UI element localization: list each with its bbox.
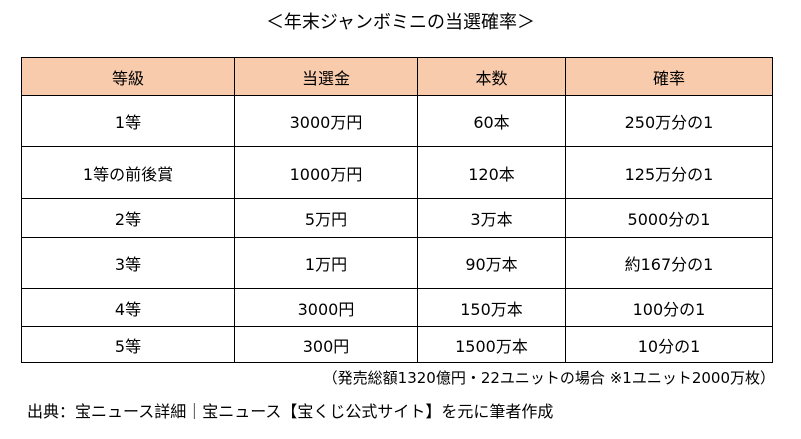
cell-probability: 5000分の1 <box>565 198 773 238</box>
cell-grade: 5等 <box>21 326 235 363</box>
header-prize: 当選金 <box>234 57 418 96</box>
cell-count: 60本 <box>417 95 566 147</box>
cell-prize: 1000万円 <box>234 146 418 199</box>
header-probability: 確率 <box>565 57 773 96</box>
cell-count: 90万本 <box>417 237 566 289</box>
cell-prize: 300円 <box>234 326 418 363</box>
table-row: 3等 1万円 90万本 約167分の1 <box>21 237 773 289</box>
cell-grade: 1等 <box>21 95 235 147</box>
cell-count: 3万本 <box>417 198 566 238</box>
table-row: 4等 3000円 150万本 100分の1 <box>21 288 773 327</box>
cell-prize: 3000万円 <box>234 95 418 147</box>
cell-prize: 5万円 <box>234 198 418 238</box>
footnote: （発売総額1320億円・22ユニットの場合 ※1ユニット2000万枚） <box>322 369 775 387</box>
cell-probability: 100分の1 <box>565 288 773 327</box>
page-title: ＜年末ジャンボミニの当選確率＞ <box>265 12 536 33</box>
table-row: 1等の前後賞 1000万円 120本 125万分の1 <box>21 146 773 199</box>
cell-probability: 250万分の1 <box>565 95 773 147</box>
table-row: 5等 300円 1500万本 10分の1 <box>21 326 773 363</box>
cell-count: 1500万本 <box>417 326 566 363</box>
cell-prize: 3000円 <box>234 288 418 327</box>
table-row: 2等 5万円 3万本 5000分の1 <box>21 198 773 238</box>
cell-prize: 1万円 <box>234 237 418 289</box>
cell-probability: 約167分の1 <box>565 237 773 289</box>
cell-probability: 10分の1 <box>565 326 773 363</box>
header-count: 本数 <box>417 57 566 96</box>
cell-probability: 125万分の1 <box>565 146 773 199</box>
source-credit: 出典：宝ニュース詳細｜宝ニュース【宝くじ公式サイト】を元に筆者作成 <box>27 402 554 421</box>
table-row: 1等 3000万円 60本 250万分の1 <box>21 95 773 147</box>
header-grade: 等級 <box>21 57 235 96</box>
prize-odds-table: 等級 当選金 本数 確率 1等 3000万円 60本 250万分の1 1等の前後… <box>21 57 773 363</box>
cell-grade: 1等の前後賞 <box>21 146 235 199</box>
cell-count: 150万本 <box>417 288 566 327</box>
cell-grade: 2等 <box>21 198 235 238</box>
table-header-row: 等級 当選金 本数 確率 <box>21 57 773 96</box>
cell-grade: 4等 <box>21 288 235 327</box>
cell-grade: 3等 <box>21 237 235 289</box>
cell-count: 120本 <box>417 146 566 199</box>
